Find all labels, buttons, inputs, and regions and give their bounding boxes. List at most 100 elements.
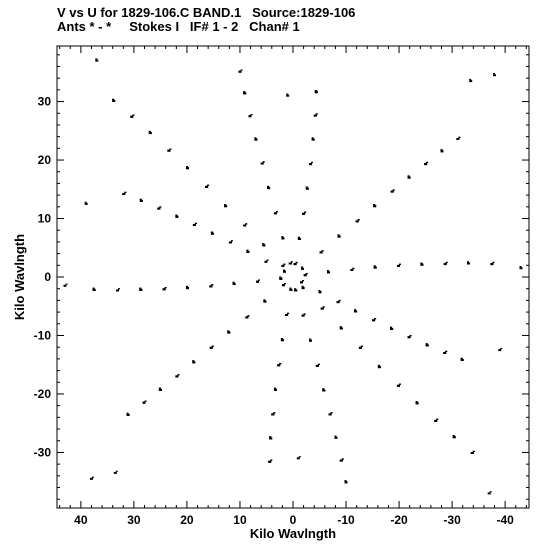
uv-point (227, 330, 230, 332)
uv-point (355, 220, 359, 223)
uv-point (144, 400, 147, 402)
uv-point (397, 384, 400, 387)
uv-point (269, 436, 272, 438)
uv-point (295, 261, 298, 264)
uv-point (456, 138, 460, 140)
uv-point (372, 319, 376, 322)
uv-point (407, 175, 410, 177)
uv-point (452, 436, 456, 439)
y-tick-label: 10 (38, 212, 52, 226)
uv-point (269, 437, 273, 440)
x-tick-label: 10 (233, 513, 247, 527)
uv-point (246, 249, 249, 251)
uv-point (113, 471, 117, 474)
uv-point (460, 359, 464, 361)
uv-point (341, 458, 344, 460)
uv-point (301, 287, 305, 290)
x-tick-label: -10 (337, 513, 355, 527)
uv-point (158, 388, 162, 391)
uv-point (238, 70, 242, 73)
uv-point (470, 452, 474, 454)
uv-point (148, 132, 152, 135)
uv-point (283, 263, 286, 265)
uv-point (309, 338, 311, 340)
uv-point (247, 315, 250, 317)
uv-point (281, 236, 284, 238)
uv-point (452, 435, 455, 437)
uv-point (350, 269, 354, 271)
uv-point (327, 270, 329, 272)
x-axis-label: Kilo Wavlngth (250, 526, 336, 541)
uv-point (230, 240, 233, 242)
uv-point (294, 288, 297, 290)
uv-point (90, 477, 93, 480)
uv-point (262, 161, 265, 163)
uv-point (415, 401, 418, 403)
uv-point (337, 235, 341, 238)
y-tick-label: 20 (38, 153, 52, 167)
uv-point (274, 388, 277, 391)
uv-point (374, 318, 377, 320)
uv-point (209, 346, 213, 349)
uv-point (124, 191, 127, 193)
uv-point (460, 357, 463, 359)
uv-point (300, 281, 303, 284)
uv-point (169, 148, 172, 150)
uv-point (330, 412, 333, 414)
uv-point (240, 69, 243, 71)
uv-point (311, 137, 314, 139)
uv-point (322, 388, 325, 390)
uv-point (175, 375, 179, 378)
y-tick-label: -20 (34, 387, 52, 401)
uv-point (445, 350, 448, 352)
plot-frame (56, 45, 530, 509)
uv-point (224, 204, 227, 206)
uv-point (377, 366, 381, 369)
uv-point (472, 450, 475, 452)
uv-point (467, 262, 470, 265)
y-tick-label: -30 (34, 445, 52, 459)
uv-point (293, 263, 297, 266)
uv-point (167, 149, 171, 152)
x-tick-label: -30 (443, 513, 461, 527)
uv-point (139, 288, 143, 291)
uv-point (409, 335, 412, 337)
uv-point (228, 241, 232, 244)
uv-point (274, 212, 277, 215)
uv-point (487, 492, 491, 495)
uv-point (519, 266, 522, 268)
uv-point (274, 387, 276, 389)
uv-point (283, 269, 285, 271)
uv-point (500, 347, 503, 350)
uv-point (194, 222, 197, 224)
y-tick-label: 30 (38, 95, 52, 109)
uv-point (407, 176, 411, 179)
uv-point (415, 402, 419, 405)
uv-point (262, 243, 265, 245)
uv-point (390, 326, 393, 328)
uv-point (339, 327, 343, 330)
uv-point (210, 231, 213, 233)
uv-point (303, 274, 307, 277)
uv-point (207, 184, 210, 186)
x-tick-labels: 40 30 20 10 0 -10 -20 -30 -40 (74, 513, 514, 527)
uv-point (352, 267, 355, 269)
uv-point (248, 115, 252, 118)
uv-point (314, 91, 318, 94)
uv-point (426, 161, 429, 164)
x-tick-label: 0 (290, 513, 297, 527)
uv-point (434, 419, 438, 422)
uv-point (118, 288, 120, 290)
uv-point (318, 291, 322, 294)
uv-point (95, 59, 99, 62)
uv-point (425, 343, 428, 345)
uv-point (286, 94, 290, 97)
y-tick-labels: 30 20 10 0 -10 -20 -30 (34, 95, 52, 460)
uv-point (210, 232, 214, 235)
uv-point (175, 214, 178, 216)
uv-point (284, 283, 286, 285)
uv-point (186, 166, 188, 168)
uv-point (211, 284, 214, 286)
uv-point (192, 360, 195, 362)
chart-title: V vs U for 1829-106.C BAND.1 Source:1829… (57, 5, 356, 20)
